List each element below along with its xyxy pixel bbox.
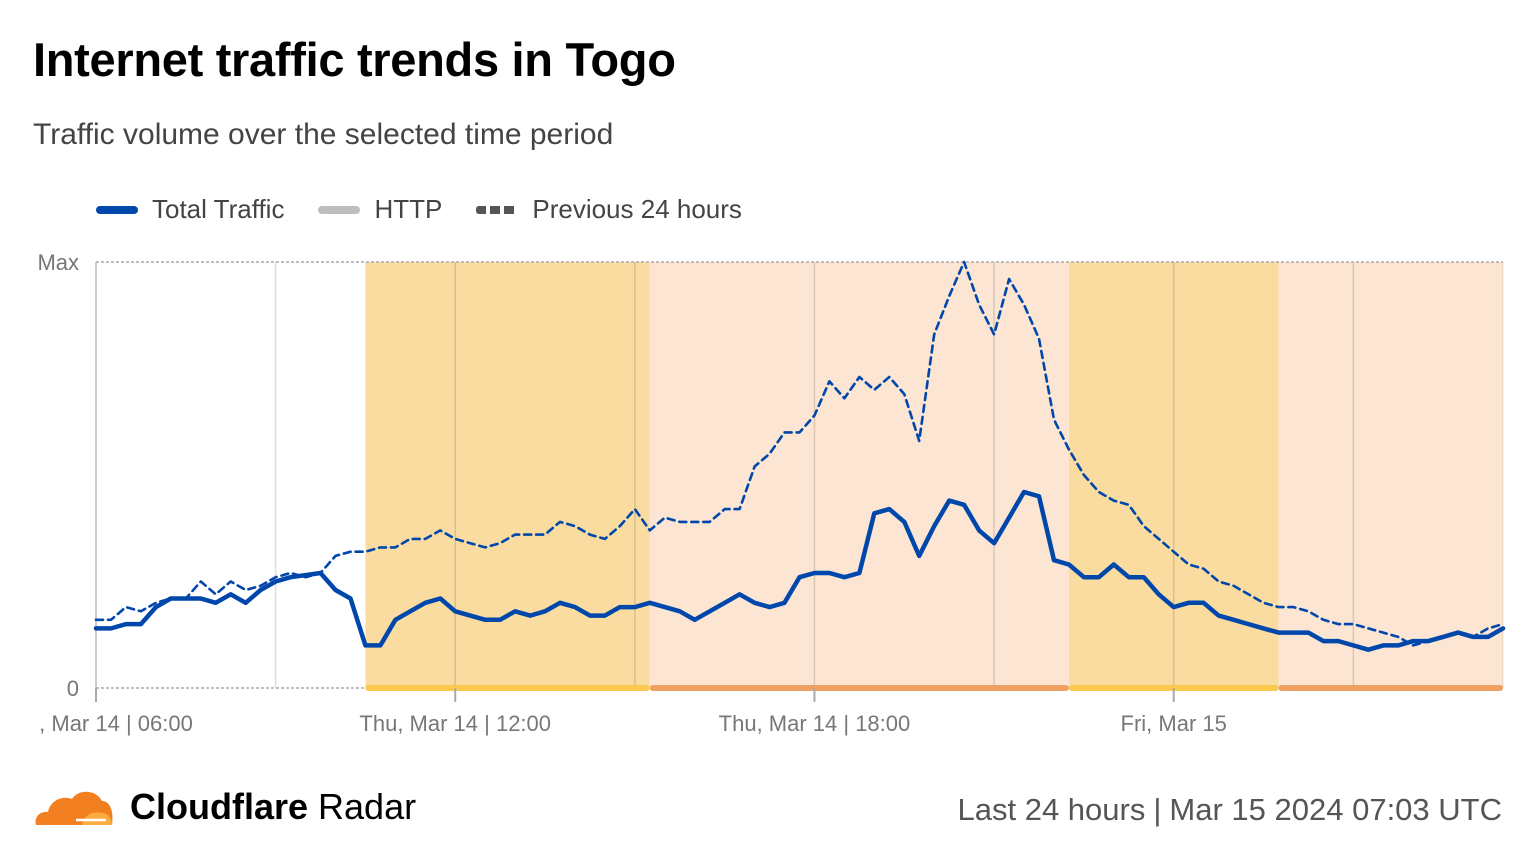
legend-swatch-http [318, 205, 361, 214]
x-tick-label: Fri, Mar 15 [1121, 711, 1227, 736]
highlight-period [1278, 262, 1503, 688]
total-traffic-line [93, 489, 1506, 652]
highlight-period [649, 262, 1069, 688]
highlight-period-bar [1278, 685, 1503, 691]
cloudflare-cloud-icon [35, 791, 113, 825]
highlight-period-bar [365, 685, 650, 691]
previous-24h-line [94, 260, 1505, 647]
highlight-period [1068, 262, 1279, 688]
highlight-period-bar [649, 685, 1069, 691]
brand-name: Cloudflare Radar [130, 786, 417, 827]
legend-swatch-total [96, 205, 138, 214]
period-label: Last 24 hours [957, 792, 1146, 827]
legend-item-total-traffic[interactable]: Total Traffic [96, 194, 284, 225]
legend-label: Total Traffic [152, 194, 285, 224]
legend-swatch-previous [476, 205, 519, 214]
y-tick-label: Max [37, 250, 79, 275]
x-tick-label: , Mar 14 | 06:00 [39, 711, 193, 736]
x-tick-label: Thu, Mar 14 | 12:00 [359, 711, 551, 736]
page-title: Internet traffic trends in Togo [33, 33, 676, 86]
y-tick-label: 0 [67, 676, 79, 701]
legend-label: Previous 24 hours [532, 194, 742, 224]
legend-item-previous[interactable]: Previous 24 hours [476, 194, 742, 225]
time-range-info: Last 24 hours | Mar 15 2024 07:03 UTC [958, 792, 1503, 828]
timestamp: Mar 15 2024 07:03 UTC [1169, 792, 1502, 827]
legend-label: HTTP [374, 194, 443, 224]
chart-legend: Total Traffic HTTP Previous 24 hours [96, 194, 742, 225]
page-subtitle: Traffic volume over the selected time pe… [33, 118, 614, 151]
separator: | [1153, 792, 1162, 827]
highlight-period [365, 262, 650, 688]
legend-item-http[interactable]: HTTP [318, 194, 442, 225]
x-tick-label: Thu, Mar 14 | 18:00 [719, 711, 911, 736]
brand-logo: Cloudflare Radar [32, 786, 416, 828]
